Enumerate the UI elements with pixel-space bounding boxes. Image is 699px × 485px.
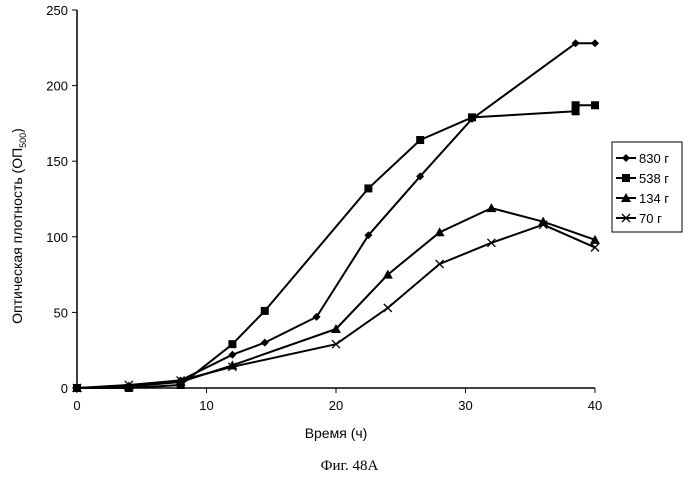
data-point bbox=[176, 375, 186, 385]
y-axis-label: Оптическая плотность (ОП500) bbox=[9, 128, 28, 324]
x-tick-label: 40 bbox=[588, 398, 602, 413]
data-point bbox=[72, 383, 82, 393]
y-axis-label-sub: 500 bbox=[18, 133, 28, 148]
data-point bbox=[228, 350, 237, 359]
data-point bbox=[416, 172, 425, 181]
data-point bbox=[382, 269, 393, 279]
data-point bbox=[434, 227, 445, 237]
data-point bbox=[416, 136, 425, 145]
data-point bbox=[435, 259, 445, 269]
data-point bbox=[364, 231, 373, 240]
x-tick-label: 0 bbox=[73, 398, 80, 413]
y-tick-label: 150 bbox=[46, 154, 68, 169]
x-tick-label: 10 bbox=[199, 398, 213, 413]
legend-label: 70 г bbox=[639, 211, 662, 226]
data-point bbox=[590, 242, 600, 252]
legend-label: 134 г bbox=[639, 191, 669, 206]
x-tick-label: 30 bbox=[458, 398, 472, 413]
series-square bbox=[73, 101, 599, 392]
axes: 0 50 100 150 200 250 0 10 20 30 40 bbox=[46, 3, 602, 413]
series-layer bbox=[72, 39, 600, 393]
data-point bbox=[486, 203, 497, 213]
data-point bbox=[331, 339, 341, 349]
y-axis-label-main: Оптическая плотность (ОП bbox=[9, 148, 25, 324]
data-point bbox=[538, 220, 548, 230]
legend-marker bbox=[622, 154, 630, 162]
series-line bbox=[76, 207, 596, 389]
legend-marker bbox=[621, 193, 631, 202]
legend-marker bbox=[621, 213, 631, 223]
data-point bbox=[590, 234, 600, 244]
series-line bbox=[76, 223, 596, 389]
legend-item: 538 г bbox=[616, 171, 669, 186]
y-tick-label: 100 bbox=[46, 230, 68, 245]
legend-item: 70 г bbox=[616, 211, 662, 226]
data-point bbox=[124, 380, 134, 390]
figure-caption: Фиг. 48А bbox=[320, 458, 379, 474]
legend-item: 830 г bbox=[616, 151, 669, 166]
legend-marker bbox=[622, 174, 630, 182]
data-point bbox=[312, 312, 321, 321]
legend-label: 830 г bbox=[639, 151, 669, 166]
data-point bbox=[227, 362, 237, 372]
data-point bbox=[228, 340, 237, 349]
data-point bbox=[260, 306, 269, 315]
x-tick-label: 20 bbox=[329, 398, 343, 413]
series-triangle bbox=[72, 203, 600, 392]
data-point bbox=[571, 101, 580, 110]
data-point bbox=[331, 324, 341, 334]
data-point bbox=[571, 39, 580, 48]
data-point bbox=[591, 39, 599, 48]
legend-item: 134 г bbox=[616, 191, 669, 206]
data-point bbox=[364, 184, 373, 193]
legend-label: 538 г bbox=[639, 171, 669, 186]
data-point bbox=[591, 101, 599, 110]
data-point bbox=[486, 238, 496, 248]
data-point bbox=[467, 113, 476, 122]
y-tick-label: 0 bbox=[61, 381, 68, 396]
data-point bbox=[538, 216, 549, 226]
legend: 830 г 538 г 134 г 70 г bbox=[611, 141, 683, 233]
y-tick-label: 50 bbox=[54, 305, 68, 320]
series-line bbox=[77, 104, 595, 389]
data-point bbox=[571, 107, 580, 116]
data-point bbox=[260, 338, 269, 347]
data-point bbox=[383, 303, 393, 313]
line-chart: 0 50 100 150 200 250 0 10 20 30 40 Время (ч) Оптич… bbox=[9, 3, 683, 441]
y-tick-label: 250 bbox=[46, 3, 68, 18]
x-axis-label: Время (ч) bbox=[305, 425, 368, 441]
y-tick-label: 200 bbox=[46, 79, 68, 94]
series-x bbox=[72, 220, 600, 393]
y-axis-label-end: ) bbox=[9, 128, 25, 133]
